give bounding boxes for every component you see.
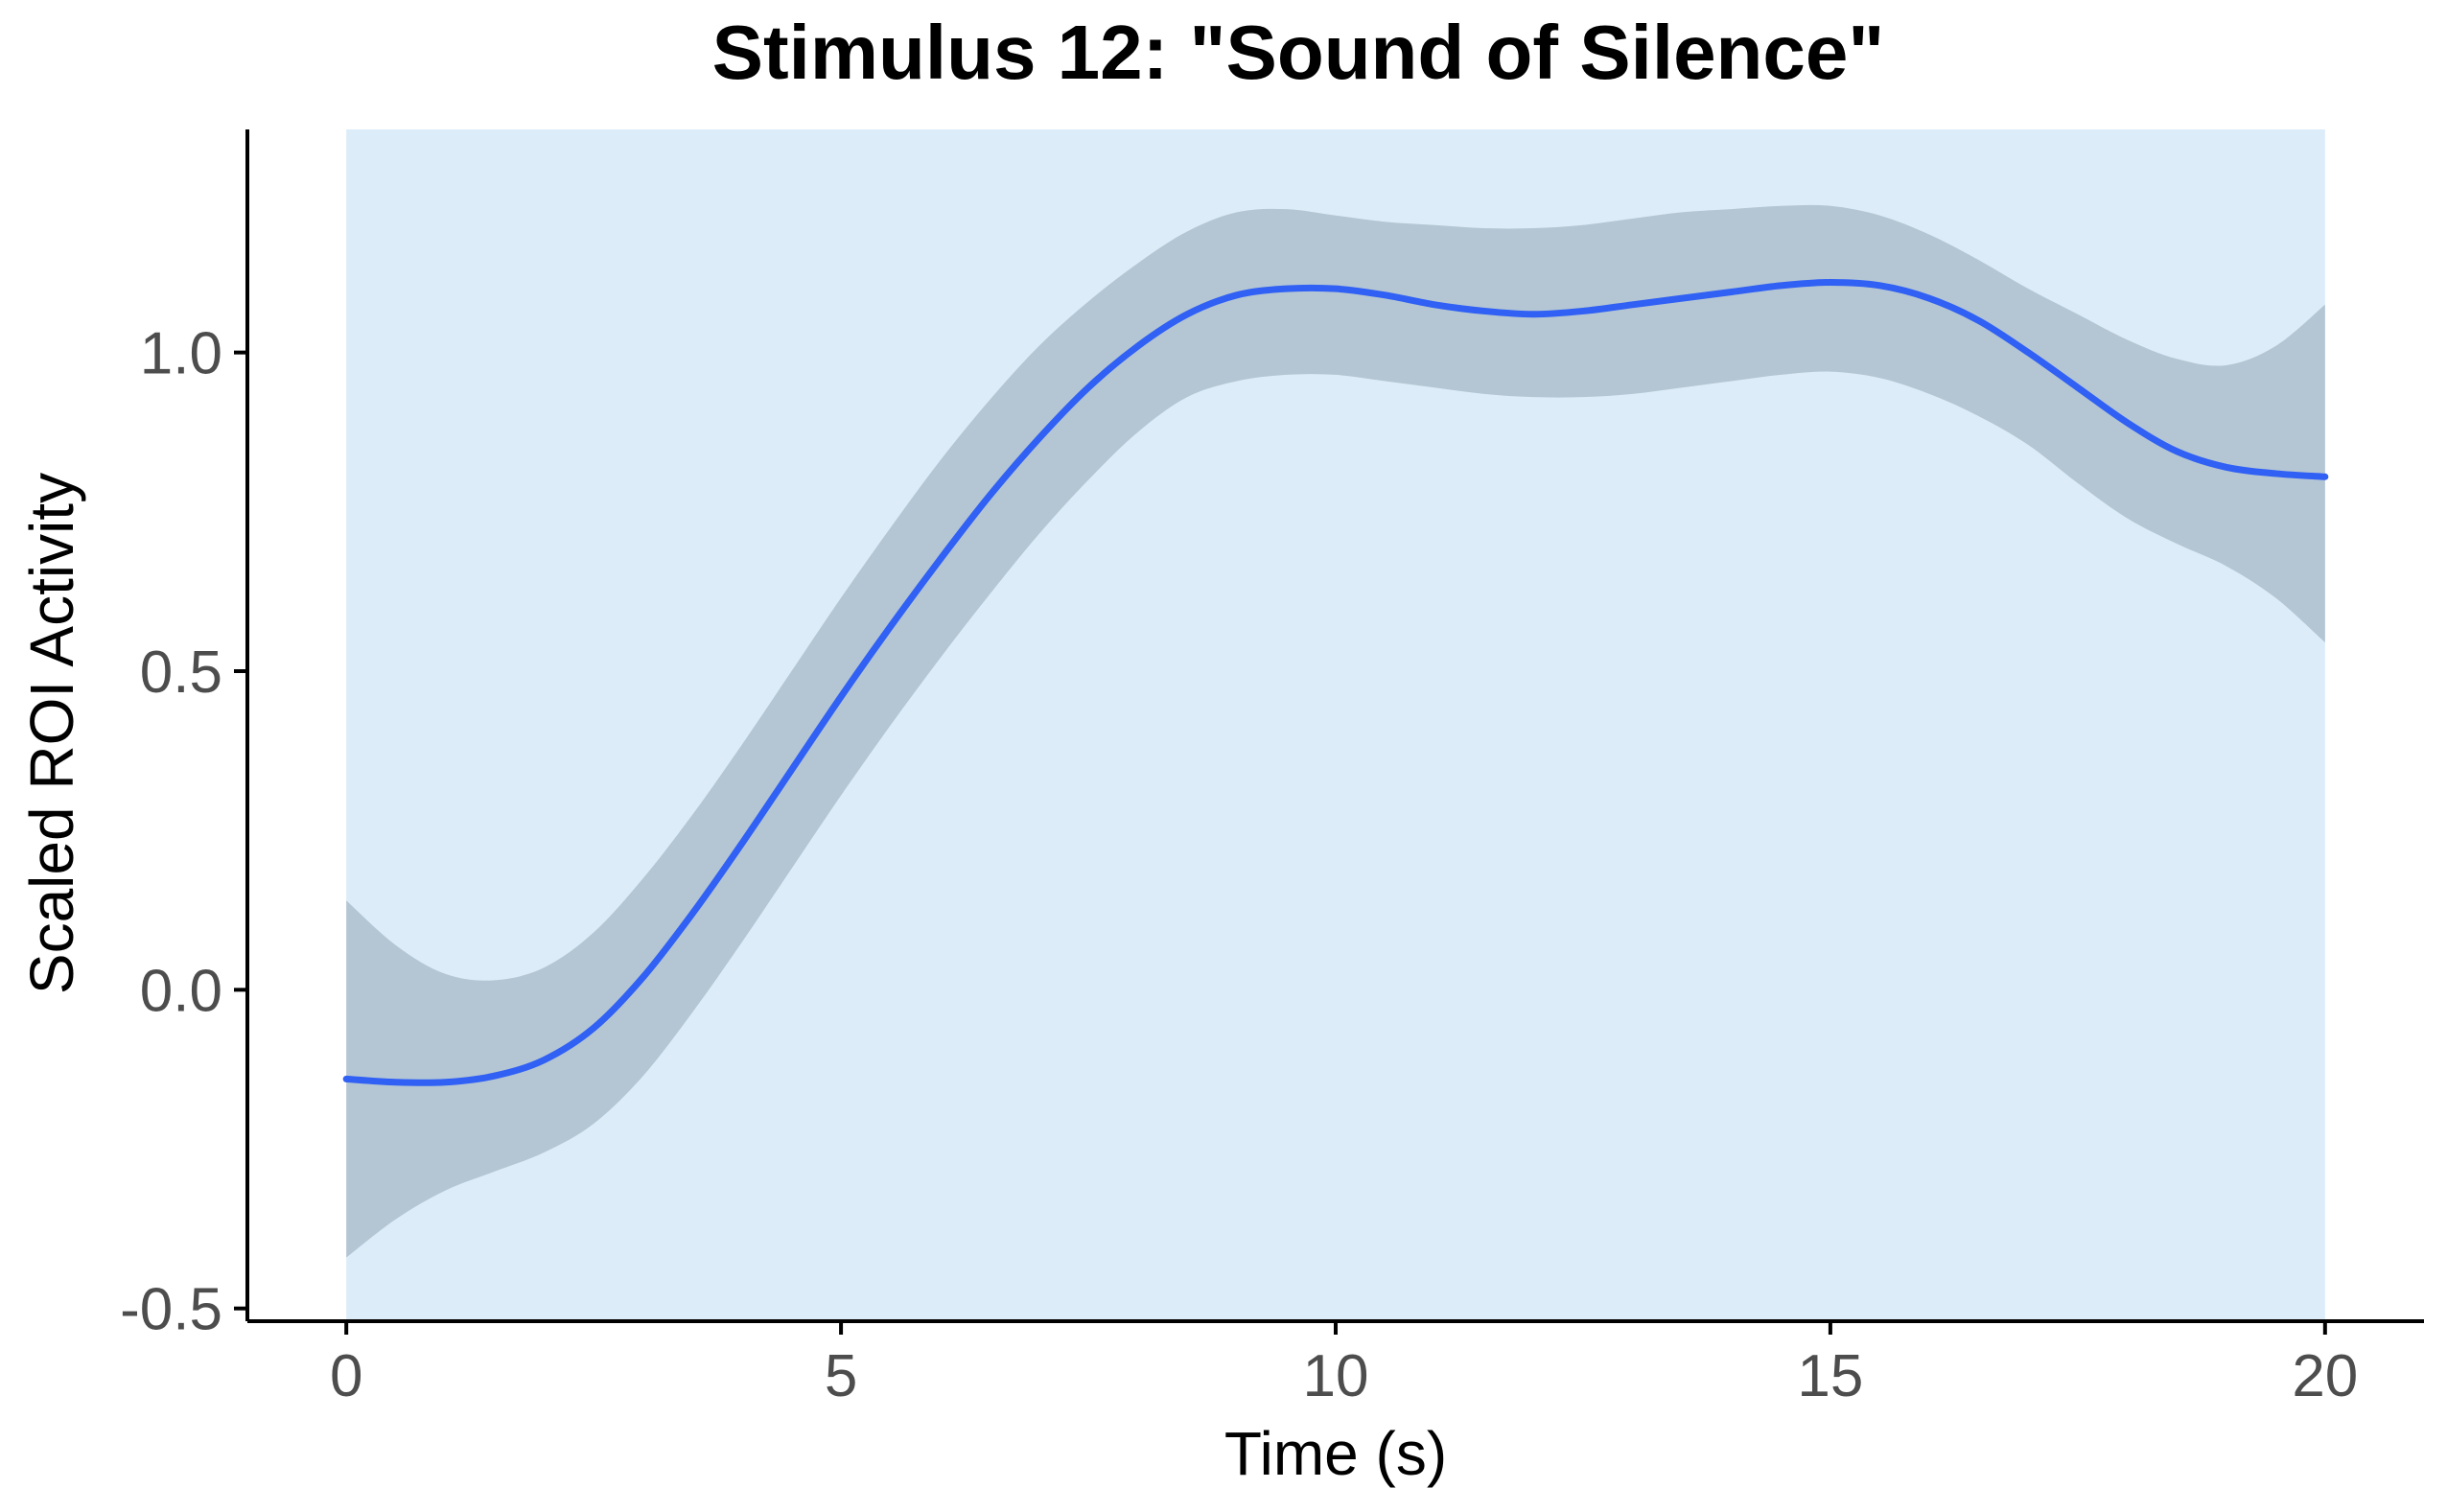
- x-tick-label: 15: [1797, 1343, 1863, 1409]
- smooth-line: [342, 279, 2329, 1086]
- y-tick-label: 0.0: [140, 958, 222, 1024]
- x-tick-label: 20: [2292, 1343, 2358, 1409]
- y-tick-label: 1.0: [140, 321, 222, 387]
- x-axis-label: Time (s): [1224, 1419, 1447, 1488]
- x-tick-label: 10: [1303, 1343, 1369, 1409]
- y-axis-label: Scaled ROI Activity: [17, 473, 86, 994]
- y-tick-label: -0.5: [120, 1277, 222, 1343]
- x-tick-label: 5: [825, 1343, 857, 1409]
- y-axis-ticks: -0.5 0.0 0.5 1.0: [120, 321, 247, 1343]
- confidence-ribbon: [346, 204, 2325, 1258]
- y-tick-label: 0.5: [140, 640, 222, 706]
- x-tick-label: 0: [330, 1343, 362, 1409]
- chart-title: Stimulus 12: "Sound of Silence": [712, 10, 1885, 95]
- x-axis-ticks: 0 5 10 15 20: [330, 1321, 2358, 1409]
